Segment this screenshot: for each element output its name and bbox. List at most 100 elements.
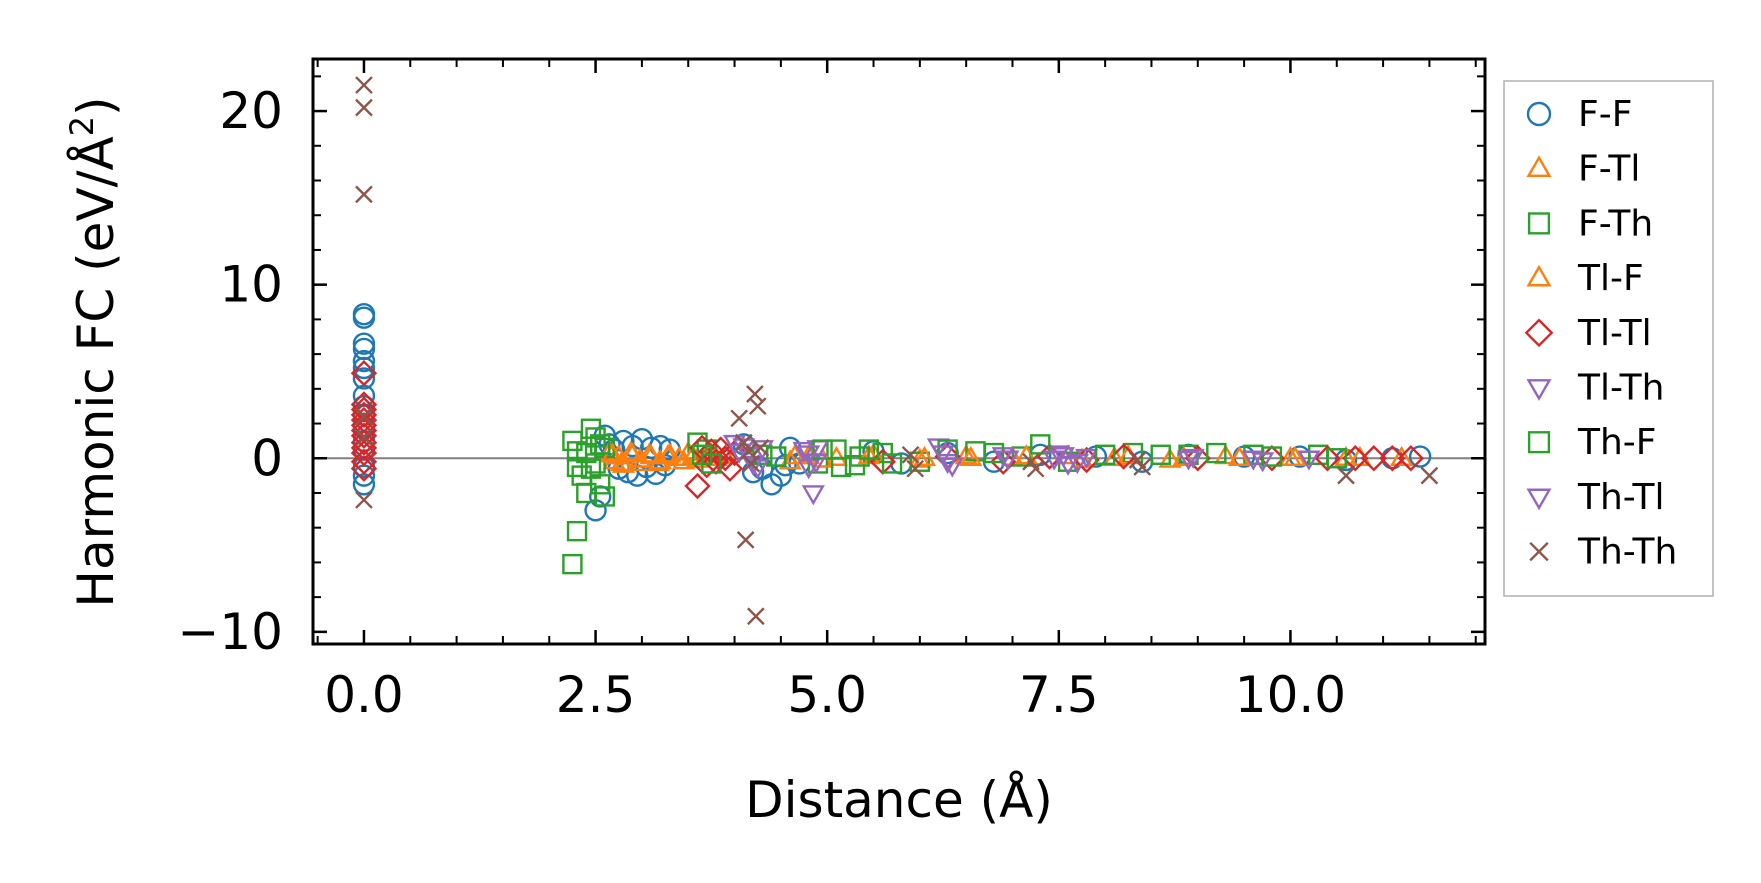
series-th-f — [576, 434, 1347, 479]
legend-marker — [1526, 155, 1552, 178]
data-point — [1251, 452, 1275, 473]
data-point — [562, 553, 583, 575]
data-point — [901, 445, 920, 464]
legend: F-F F-Tl F-Th Tl-F Tl-Tl Tl-Th Th-F Th-Tl Th-Th — [1503, 80, 1714, 597]
data-point — [1150, 444, 1171, 465]
data-point — [996, 450, 1020, 471]
y-tick-label: 10 — [219, 256, 283, 314]
legend-item: Tl-Th — [1526, 368, 1664, 409]
data-point — [1133, 458, 1152, 476]
data-point — [1047, 445, 1071, 466]
data-point — [609, 451, 634, 472]
data-point — [352, 332, 376, 355]
data-point — [1314, 445, 1341, 472]
legend-marker — [1527, 212, 1551, 235]
data-point — [355, 491, 373, 509]
data-point — [589, 485, 612, 508]
data-point — [909, 451, 931, 472]
legend-item: F-F — [1526, 94, 1632, 135]
x-tick-label: 0.0 — [324, 666, 404, 724]
legend-label: F-F — [1578, 94, 1632, 135]
data-point — [1011, 446, 1032, 467]
legend-marker — [1526, 379, 1552, 401]
series-tl-tl — [350, 360, 1425, 500]
data-point — [1042, 450, 1066, 471]
data-point — [1065, 454, 1089, 475]
tick-labels: 0.0 2.5 5.0 7.5 10.0 −10 0 10 20 — [177, 82, 1346, 724]
data-point — [801, 485, 825, 506]
x-tick-label: 7.5 — [1019, 666, 1099, 724]
data-point — [594, 486, 616, 507]
data-point — [746, 385, 764, 403]
data-point — [352, 356, 376, 380]
data-point — [350, 360, 378, 387]
data-point — [751, 438, 770, 457]
y-axis-label-main: Harmonic FC (eV/Å — [67, 136, 125, 607]
data-point — [1030, 434, 1051, 455]
legend-item: Tl-F — [1526, 258, 1644, 299]
data-point — [906, 459, 925, 478]
y-tick-label: −10 — [177, 603, 283, 661]
series-th-tl — [727, 443, 1275, 480]
series-th-th — [355, 76, 1439, 626]
data-point — [730, 409, 749, 428]
data-point — [747, 607, 765, 626]
legend-label: Tl-Tl — [1577, 313, 1652, 354]
legend-label: Th-F — [1577, 422, 1657, 463]
data-point — [1283, 445, 1307, 466]
data-point — [628, 447, 652, 468]
data-point — [830, 456, 852, 478]
data-point — [701, 453, 722, 474]
data-point — [580, 458, 602, 479]
plot-frame — [311, 57, 1487, 646]
data-point — [1075, 448, 1099, 469]
data-point — [1360, 445, 1388, 472]
legend-marker — [1529, 541, 1549, 562]
x-tick-label: 2.5 — [556, 666, 636, 724]
y-tick-label: 20 — [219, 82, 283, 140]
data-point — [940, 457, 964, 478]
data-point — [959, 445, 983, 466]
data-point — [748, 397, 767, 416]
data-point — [858, 439, 880, 460]
legend-box — [1503, 80, 1714, 597]
data-point — [954, 444, 978, 465]
data-point — [727, 443, 751, 464]
data-point — [990, 448, 1017, 475]
legend-label: Tl-F — [1577, 258, 1644, 299]
data-point — [647, 451, 671, 472]
data-point — [792, 441, 816, 462]
data-point — [352, 349, 376, 373]
axis-ticks — [313, 59, 1485, 644]
data-point — [1397, 445, 1425, 472]
legend-item: F-Th — [1527, 203, 1653, 244]
x-tick-label: 5.0 — [787, 666, 867, 724]
legend-label: Th-Tl — [1577, 477, 1664, 518]
data-point — [590, 434, 611, 455]
data-point — [881, 453, 903, 474]
data-point — [1094, 444, 1116, 465]
data-point — [355, 98, 373, 117]
data-point — [1408, 445, 1432, 468]
data-point — [746, 459, 770, 480]
x-tick-label: 10.0 — [1235, 666, 1346, 724]
data-point — [350, 439, 378, 467]
data-point — [350, 455, 378, 482]
legend-marker — [1526, 264, 1552, 287]
y-axis-label-close: ) — [67, 96, 125, 116]
data-point — [1026, 459, 1045, 478]
data-point — [734, 433, 753, 452]
data-point — [1379, 445, 1406, 472]
data-point — [672, 449, 696, 470]
legend-item: Th-F — [1527, 422, 1657, 463]
data-point — [350, 448, 378, 475]
data-point — [1014, 444, 1038, 465]
legend-item: Th-Tl — [1526, 477, 1664, 518]
data-point — [1176, 450, 1201, 471]
data-point — [1390, 445, 1414, 466]
data-point — [736, 530, 755, 549]
data-point — [1181, 448, 1205, 469]
scatter-points — [350, 76, 1439, 626]
legend-item: Tl-Tl — [1524, 313, 1652, 354]
